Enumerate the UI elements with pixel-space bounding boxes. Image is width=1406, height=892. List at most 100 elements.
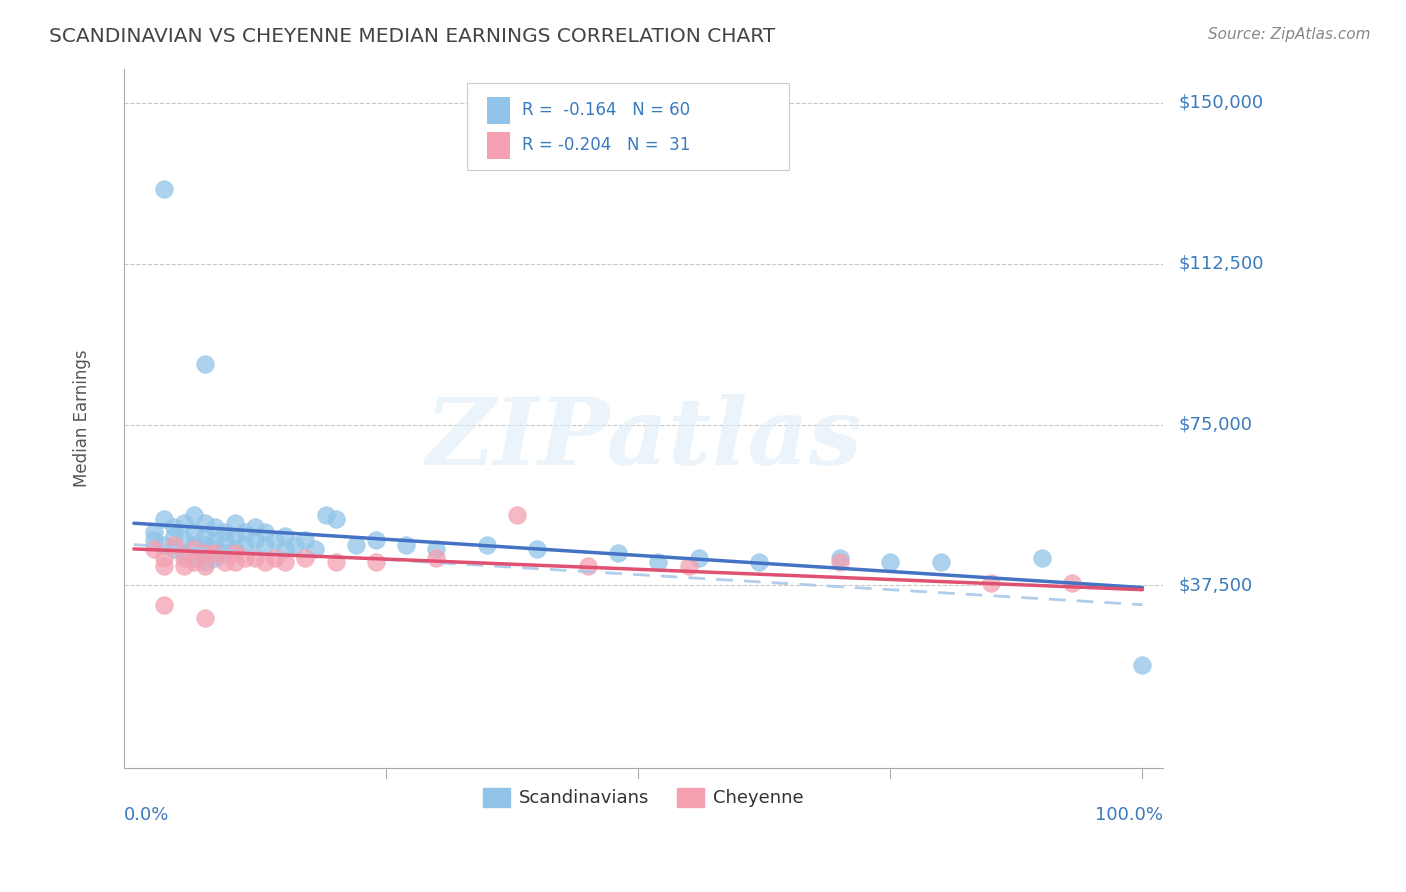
Point <box>425 541 447 556</box>
Point <box>193 546 215 560</box>
Point <box>204 533 226 548</box>
Point <box>143 533 166 548</box>
Point <box>224 529 246 543</box>
Point <box>243 533 266 548</box>
Point <box>233 524 256 539</box>
Text: 0.0%: 0.0% <box>124 806 169 824</box>
Point <box>243 520 266 534</box>
Point <box>183 508 205 522</box>
FancyBboxPatch shape <box>467 82 789 169</box>
Point <box>204 541 226 556</box>
Point <box>214 524 236 539</box>
Text: Source: ZipAtlas.com: Source: ZipAtlas.com <box>1208 27 1371 42</box>
Point <box>294 533 316 548</box>
Point <box>364 533 387 548</box>
Point <box>1132 657 1154 672</box>
Point <box>274 541 297 556</box>
Point <box>344 538 367 552</box>
Point <box>929 555 952 569</box>
Text: $75,000: $75,000 <box>1178 416 1253 434</box>
Point <box>214 546 236 560</box>
Point <box>204 520 226 534</box>
Text: R =  -0.164   N = 60: R = -0.164 N = 60 <box>522 102 690 120</box>
Point <box>204 546 226 560</box>
Point <box>325 512 347 526</box>
Text: R = -0.204   N =  31: R = -0.204 N = 31 <box>522 136 690 154</box>
Legend: Scandinavians, Cheyenne: Scandinavians, Cheyenne <box>475 780 811 814</box>
Point <box>173 546 195 560</box>
Point <box>264 533 287 548</box>
Text: 100.0%: 100.0% <box>1095 806 1163 824</box>
Point <box>475 538 498 552</box>
Point <box>828 550 851 565</box>
Text: Median Earnings: Median Earnings <box>73 350 91 487</box>
Point <box>506 508 529 522</box>
Point <box>173 516 195 531</box>
Point <box>183 538 205 552</box>
Point <box>828 555 851 569</box>
Point <box>425 550 447 565</box>
Point <box>214 555 236 569</box>
Point <box>193 559 215 574</box>
Point <box>274 529 297 543</box>
Point <box>526 541 548 556</box>
Point <box>253 524 276 539</box>
Point <box>153 550 176 565</box>
Point <box>173 533 195 548</box>
Point <box>193 546 215 560</box>
FancyBboxPatch shape <box>488 97 510 124</box>
Point <box>153 598 176 612</box>
Point <box>173 559 195 574</box>
Point <box>879 555 901 569</box>
Point <box>264 550 287 565</box>
FancyBboxPatch shape <box>488 132 510 159</box>
Point <box>678 559 700 574</box>
Point <box>688 550 710 565</box>
Point <box>193 538 215 552</box>
Point <box>143 541 166 556</box>
Point <box>183 550 205 565</box>
Point <box>193 516 215 531</box>
Point <box>233 538 256 552</box>
Point <box>183 524 205 539</box>
Point <box>647 555 669 569</box>
Text: $112,500: $112,500 <box>1178 255 1264 273</box>
Text: SCANDINAVIAN VS CHEYENNE MEDIAN EARNINGS CORRELATION CHART: SCANDINAVIAN VS CHEYENNE MEDIAN EARNINGS… <box>49 27 775 45</box>
Point <box>304 541 326 556</box>
Point <box>153 512 176 526</box>
Point <box>395 538 418 552</box>
Point <box>153 181 176 195</box>
Point <box>193 610 215 624</box>
Point <box>183 555 205 569</box>
Point <box>274 555 297 569</box>
Point <box>153 559 176 574</box>
Point <box>163 520 186 534</box>
Point <box>193 529 215 543</box>
Point <box>224 555 246 569</box>
Point <box>1060 576 1083 591</box>
Point <box>153 538 176 552</box>
Point <box>364 555 387 569</box>
Text: ZIPatlas: ZIPatlas <box>425 394 862 484</box>
Point <box>980 576 1002 591</box>
Point <box>173 550 195 565</box>
Text: $150,000: $150,000 <box>1178 94 1264 112</box>
Point <box>253 555 276 569</box>
Point <box>253 538 276 552</box>
Point <box>284 538 307 552</box>
Point <box>204 550 226 565</box>
Text: $37,500: $37,500 <box>1178 576 1253 594</box>
Point <box>233 550 256 565</box>
Point <box>1031 550 1053 565</box>
Point <box>163 538 186 552</box>
Point <box>294 550 316 565</box>
Point <box>163 529 186 543</box>
Point <box>214 533 236 548</box>
Point <box>193 555 215 569</box>
Point <box>607 546 630 560</box>
Point <box>224 541 246 556</box>
Point <box>315 508 337 522</box>
Point <box>576 559 599 574</box>
Point <box>183 541 205 556</box>
Point <box>224 546 246 560</box>
